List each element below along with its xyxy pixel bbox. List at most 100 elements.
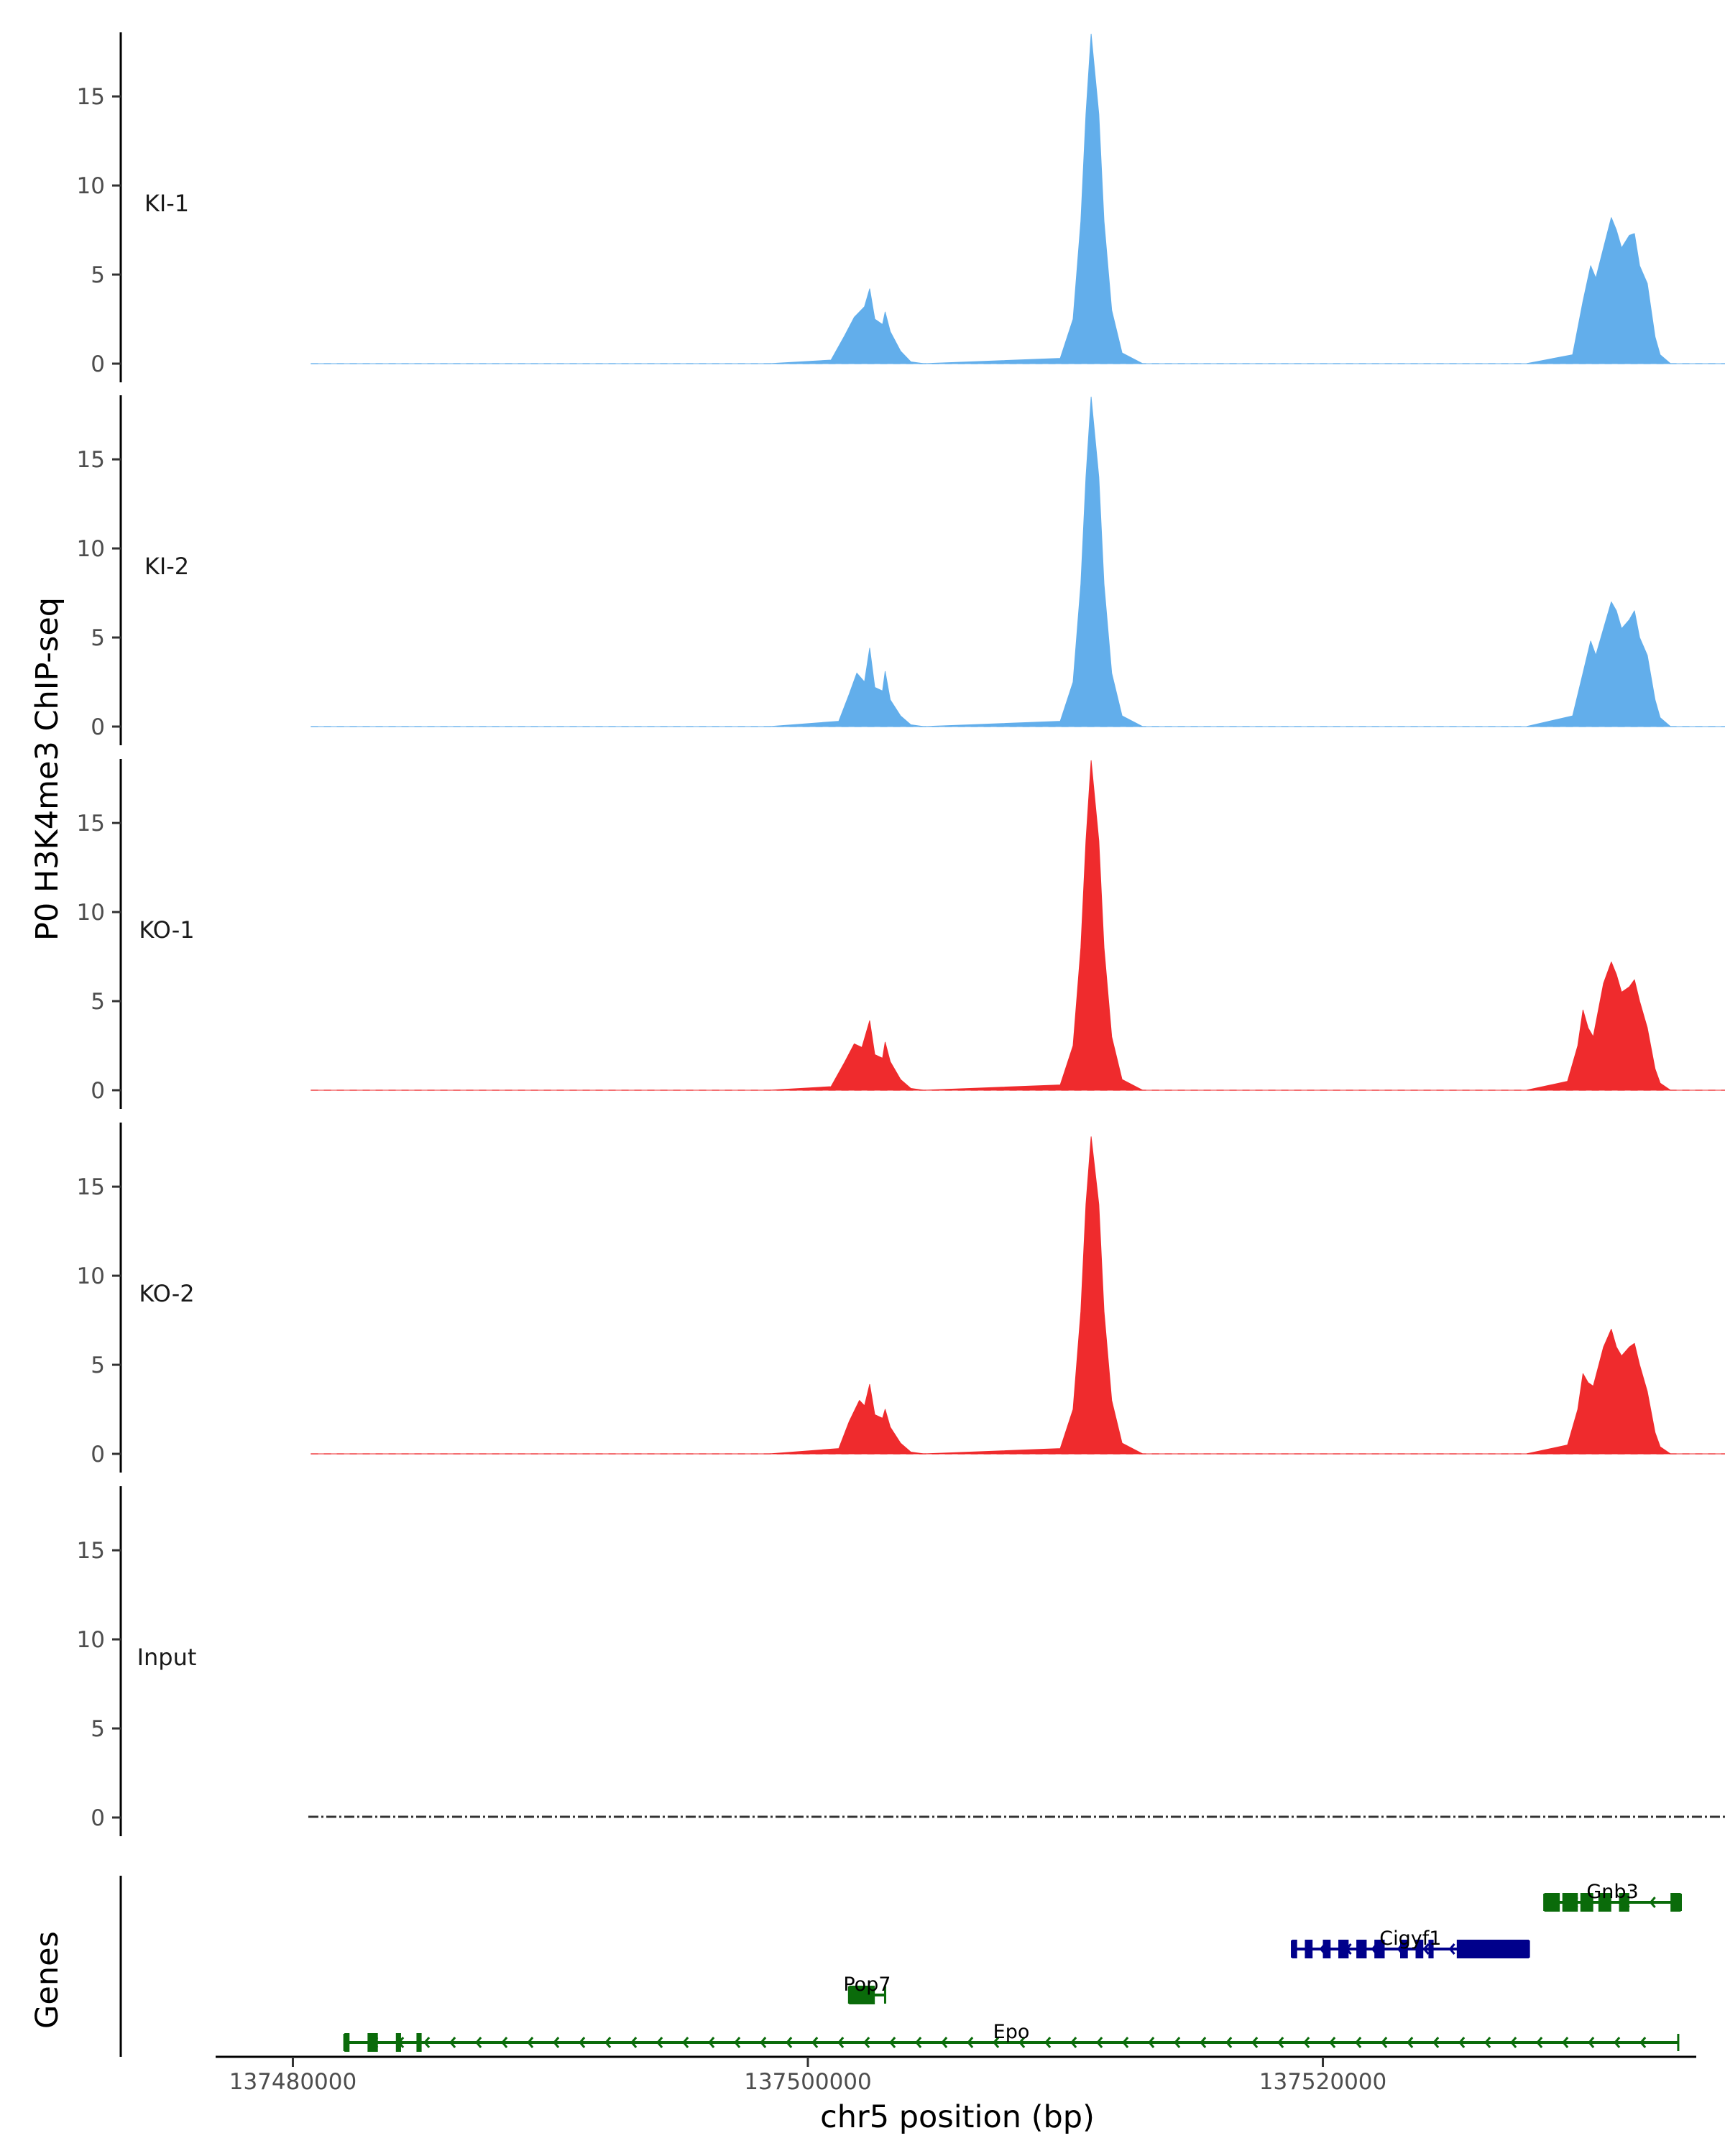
exon-block	[1356, 1940, 1367, 1958]
y-tick-label: 10	[77, 1263, 105, 1289]
genes-axis-title: Genes	[29, 1931, 65, 2029]
strand-chevron	[889, 2037, 896, 2048]
strand-chevron	[630, 2037, 638, 2048]
y-tick-label: 10	[77, 536, 105, 562]
strand-chevron	[682, 2037, 689, 2048]
track-ko-1: 0 5 10 15 KO-1	[77, 759, 1725, 1109]
exon-block	[416, 2033, 422, 2052]
y-tick-label: 5	[91, 262, 105, 288]
strand-chevron	[967, 2037, 974, 2048]
strand-chevron	[941, 2037, 948, 2048]
exon-block	[1562, 1893, 1578, 1912]
exon-block	[395, 2033, 401, 2052]
exon-block	[1415, 1940, 1424, 1958]
exon-block	[1580, 1893, 1593, 1912]
strand-chevron	[734, 2037, 741, 2048]
strand-chevron	[1536, 2037, 1543, 2048]
y-tick-label: 15	[77, 84, 105, 110]
strand-chevron	[1432, 2037, 1440, 2048]
strand-chevron	[1588, 2037, 1595, 2048]
y-tick-label: 15	[77, 1538, 105, 1564]
exon-block	[1374, 1940, 1385, 1958]
strand-chevron	[423, 2037, 431, 2048]
exon-block	[367, 2033, 378, 2052]
strand-chevron	[1277, 2037, 1284, 2048]
strand-chevron	[1422, 1943, 1430, 1955]
strand-chevron	[1510, 2037, 1517, 2048]
x-tick-label: 137500000	[744, 2069, 872, 2095]
strand-chevron	[1044, 2037, 1052, 2048]
x-axis: 137480000 137500000 137520000	[216, 2055, 1696, 2095]
gene-label: Epo	[993, 2021, 1030, 2043]
strand-chevron	[708, 2037, 715, 2048]
exon-block	[344, 2033, 350, 2052]
strand-chevron	[1484, 2037, 1491, 2048]
exon-block	[1670, 1893, 1681, 1912]
strand-chevron	[1070, 2037, 1077, 2048]
strand-chevron	[863, 2037, 870, 2048]
exon-block	[1338, 1940, 1349, 1958]
y-tick-label: 0	[91, 714, 105, 740]
gene-gnb3: Gnb3	[1543, 1881, 1683, 1912]
y-tick-label: 0	[91, 1805, 105, 1831]
y-tick-label: 0	[91, 1442, 105, 1468]
strand-chevron	[501, 2037, 508, 2048]
y-tick-label: 0	[91, 1078, 105, 1104]
x-axis-title: chr5 position (bp)	[820, 2099, 1095, 2135]
chip-seq-tracks: 0 5 10 15 KI-1 0 5 10 15 KI-2 0 5 10 15 KO-1 0 5 10 15 KO-2…	[77, 32, 1725, 1836]
y-tick-label: 5	[91, 1716, 105, 1742]
exon-block	[1305, 1940, 1313, 1958]
signal-area	[310, 33, 1725, 364]
track-input: 0 5 10 15 Input	[77, 1486, 1725, 1836]
y-tick-label: 15	[77, 1174, 105, 1200]
y-tick-label: 10	[77, 173, 105, 199]
track-label-ko-2: KO-2	[139, 1280, 194, 1307]
strand-chevron	[553, 2037, 560, 2048]
x-tick-label: 137480000	[229, 2069, 357, 2095]
gene-label: Cigyf1	[1379, 1927, 1441, 1950]
strand-chevron	[1148, 2037, 1155, 2048]
strand-chevron	[1639, 2037, 1647, 2048]
strand-chevron	[1614, 2037, 1621, 2048]
strand-chevron	[1018, 2037, 1026, 2048]
strand-chevron	[811, 2037, 819, 2048]
signal-area	[310, 396, 1725, 727]
exon-block	[1544, 1893, 1560, 1912]
strand-chevron	[1200, 2037, 1207, 2048]
exon-block	[1456, 1940, 1530, 1958]
exon-block	[849, 1986, 875, 2004]
strand-chevron	[449, 2037, 456, 2048]
y-tick-label: 15	[77, 811, 105, 837]
strand-chevron	[527, 2037, 534, 2048]
strand-chevron	[1381, 2037, 1388, 2048]
strand-chevron	[1096, 2037, 1103, 2048]
gene-label: Pop7	[843, 1973, 891, 1996]
exon-block	[1598, 1893, 1611, 1912]
strand-chevron	[475, 2037, 482, 2048]
strand-chevron	[604, 2037, 612, 2048]
strand-chevron	[1649, 1897, 1656, 1908]
strand-chevron	[1355, 2037, 1362, 2048]
track-label-ki-2: KI-2	[144, 553, 189, 580]
gene-label: Gnb3	[1586, 1881, 1638, 1903]
strand-chevron	[837, 2037, 845, 2048]
strand-chevron	[1407, 2037, 1414, 2048]
gene-epo: Epo	[343, 2021, 1680, 2052]
gene-cigyf1: Cigyf1	[1291, 1927, 1530, 1958]
y-tick-label: 5	[91, 1353, 105, 1378]
strand-chevron	[1251, 2037, 1259, 2048]
strand-chevron	[579, 2037, 586, 2048]
signal-area	[310, 1136, 1725, 1455]
track-label-ki-1: KI-1	[144, 190, 189, 217]
y-tick-label: 15	[77, 447, 105, 473]
y-tick-label: 0	[91, 351, 105, 377]
strand-chevron	[993, 2037, 1000, 2048]
strand-chevron	[1303, 2037, 1310, 2048]
signal-area	[310, 760, 1725, 1091]
strand-chevron	[760, 2037, 767, 2048]
exon-block	[1292, 1940, 1297, 1958]
track-ko-2: 0 5 10 15 KO-2	[77, 1123, 1725, 1473]
exon-block	[1619, 1893, 1629, 1912]
strand-chevron	[915, 2037, 922, 2048]
